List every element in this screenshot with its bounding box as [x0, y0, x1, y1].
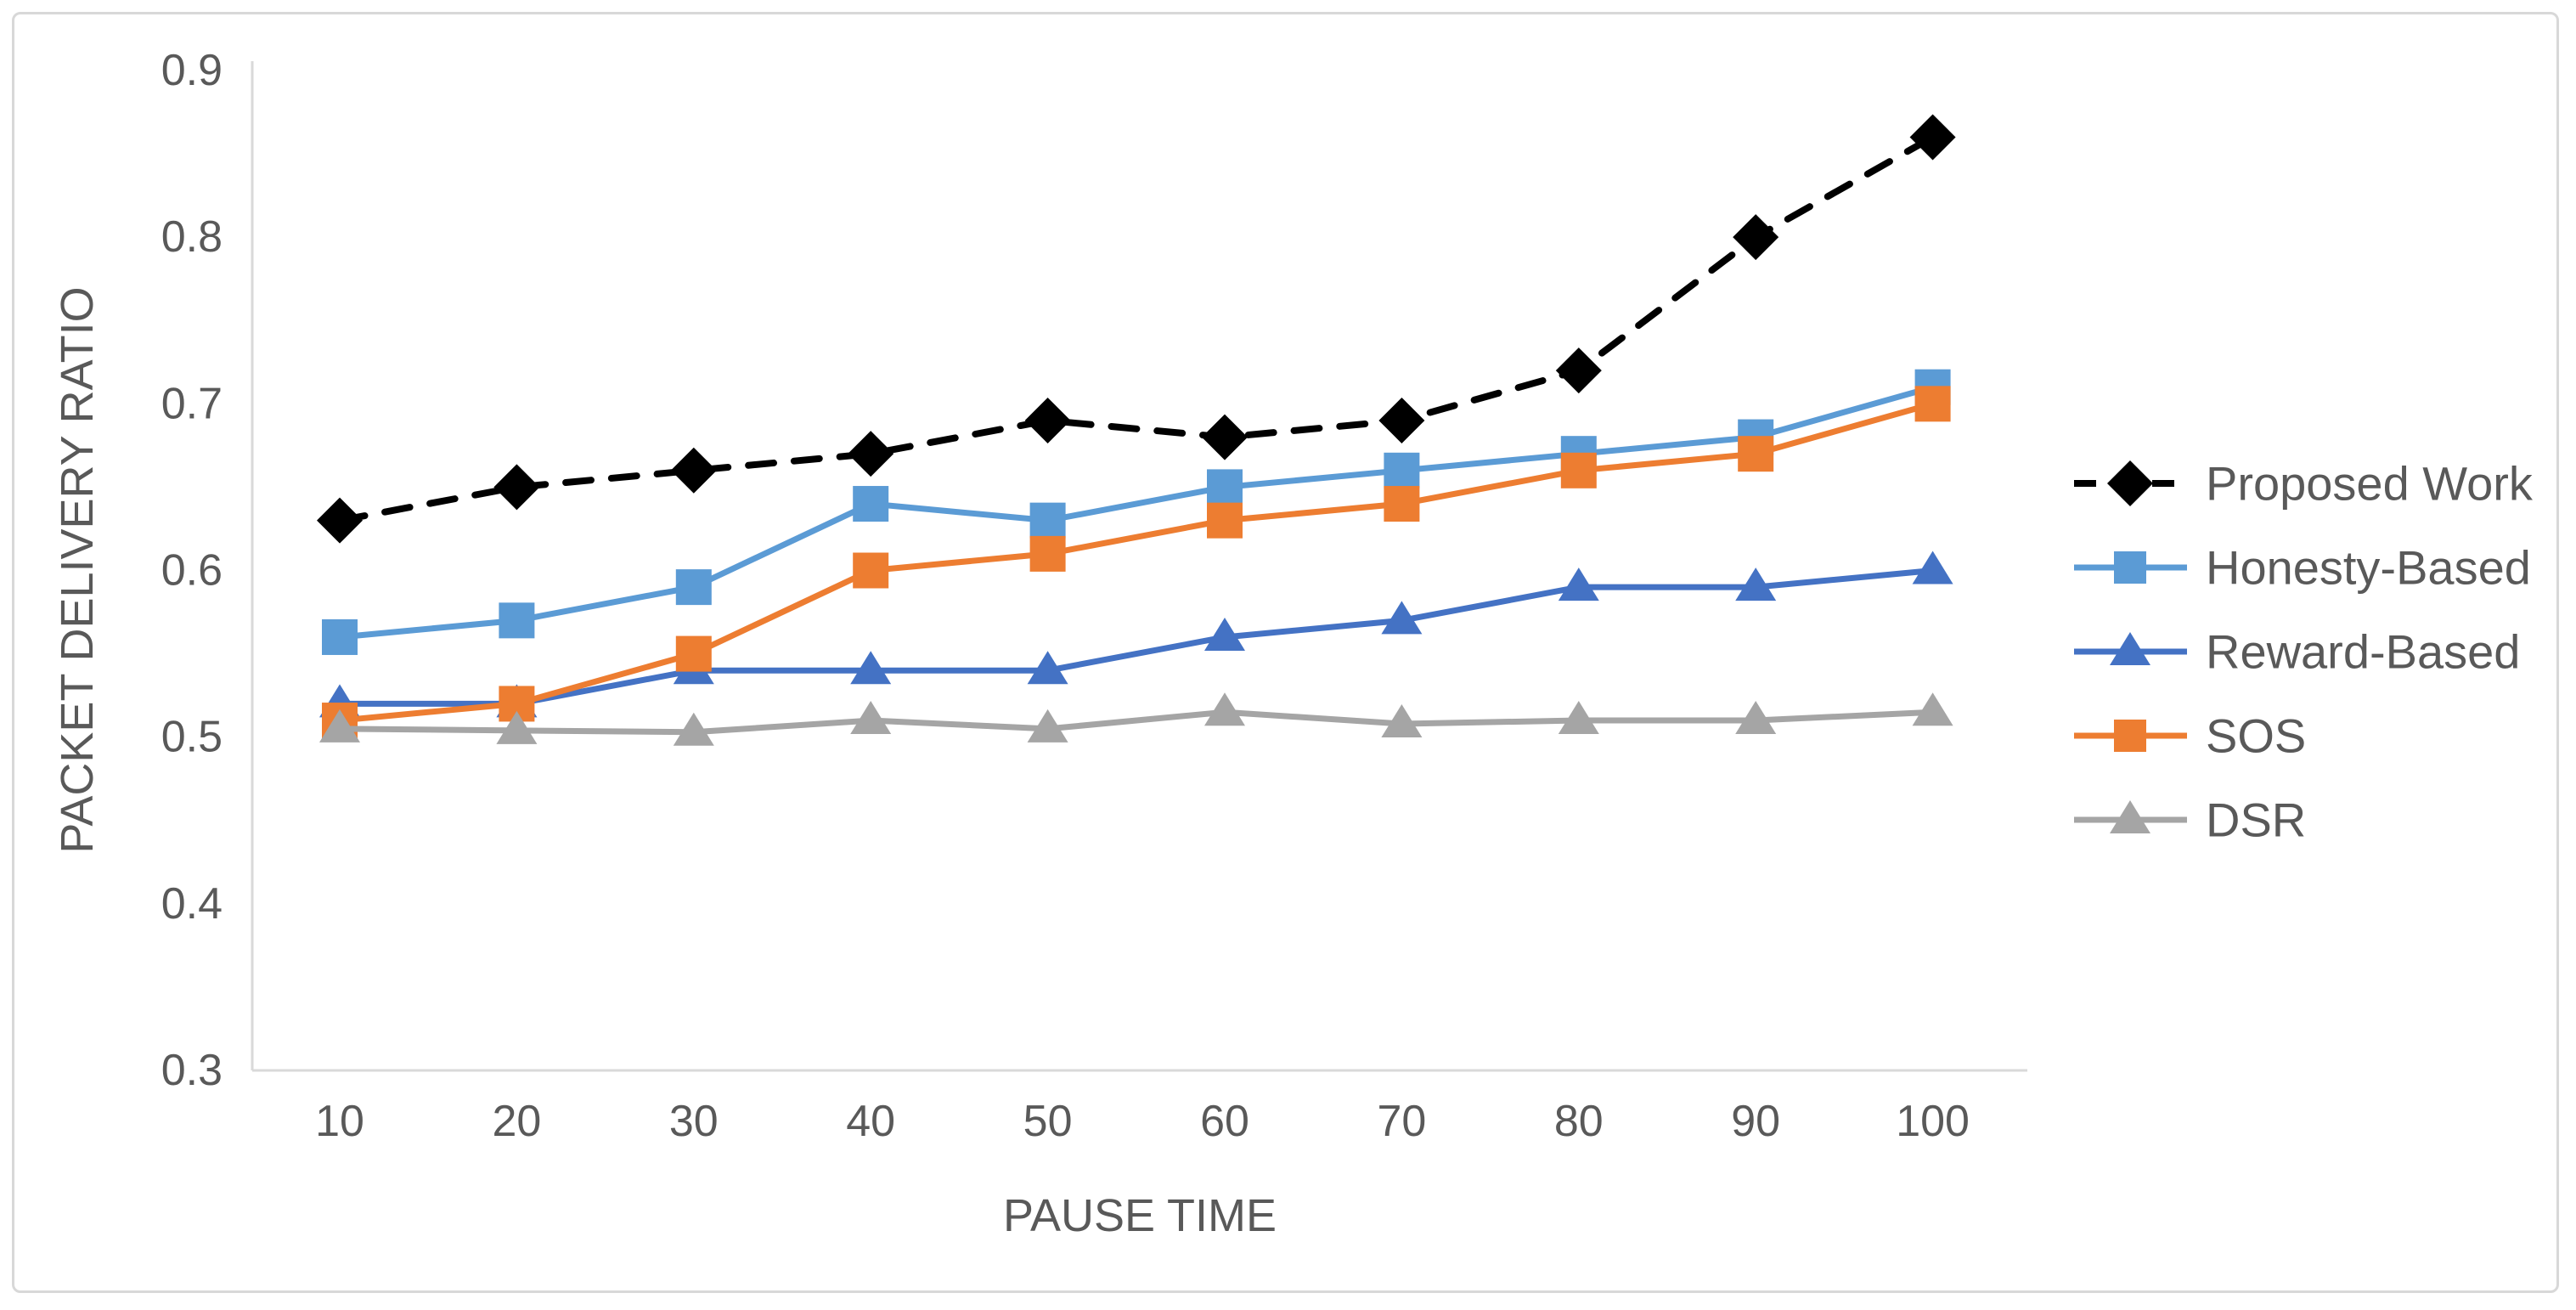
- y-tick-label: 0.9: [161, 46, 223, 95]
- legend: Proposed Work Honesty-Based Reward-Based SO…: [2074, 457, 2534, 847]
- square-marker: [322, 618, 358, 655]
- legend-label: Reward-Based: [2206, 625, 2520, 679]
- x-tick-label: 70: [1377, 1097, 1426, 1146]
- legend-label: DSR: [2206, 793, 2306, 847]
- y-tick-label: 0.5: [161, 713, 223, 762]
- legend-item-dsr: DSR: [2074, 793, 2306, 847]
- x-tick-label: 90: [1731, 1097, 1780, 1146]
- square-marker: [1384, 486, 1420, 522]
- diamond-marker: [1909, 114, 1956, 161]
- diamond-marker: [493, 464, 540, 511]
- square-marker: [499, 602, 535, 639]
- triangle-marker: [1912, 551, 1953, 584]
- triangle-marker: [1735, 701, 1777, 735]
- square-marker: [1914, 386, 1951, 422]
- x-tick-label: 10: [315, 1097, 364, 1146]
- triangle-marker: [1912, 692, 1953, 726]
- diamond-marker: [2107, 460, 2153, 506]
- triangle-marker: [1204, 617, 1245, 651]
- x-tick-label: 60: [1200, 1097, 1249, 1146]
- diamond-marker: [1202, 414, 1248, 460]
- square-marker: [853, 486, 889, 522]
- square-marker: [2114, 720, 2146, 752]
- diamond-marker: [317, 497, 363, 544]
- x-tick-label: 100: [1896, 1097, 1970, 1146]
- axes: [251, 61, 2027, 1072]
- y-tick-label: 0.3: [161, 1046, 223, 1095]
- triangle-marker: [1735, 567, 1777, 601]
- triangle-marker: [850, 651, 892, 685]
- legend-item-proposed-work: Proposed Work: [2074, 457, 2534, 511]
- square-marker: [1738, 436, 1774, 472]
- x-tick-label: 50: [1023, 1097, 1073, 1146]
- legend-label: SOS: [2206, 709, 2306, 763]
- square-marker: [675, 635, 712, 672]
- y-tick-labels: 0.9 0.8 0.7 0.6 0.5 0.4 0.3: [161, 46, 223, 1095]
- x-tick-label: 80: [1554, 1097, 1604, 1146]
- x-tick-labels: 10 20 30 40 50 60 70 80 90 100: [315, 1097, 1970, 1146]
- triangle-marker: [1204, 692, 1245, 726]
- diamond-marker: [670, 447, 717, 494]
- triangle-marker: [673, 712, 714, 746]
- x-axis-title: PAUSE TIME: [1003, 1190, 1277, 1241]
- series-proposed-work: [317, 114, 1956, 544]
- y-tick-label: 0.4: [161, 879, 223, 929]
- triangle-marker: [1027, 709, 1068, 743]
- series-line: [336, 384, 1936, 641]
- series-line: [336, 567, 1936, 707]
- legend-item-sos: SOS: [2074, 709, 2306, 763]
- diamond-marker: [1733, 214, 1779, 261]
- x-tick-label: 40: [846, 1097, 895, 1146]
- diamond-marker: [1024, 397, 1071, 443]
- series-dsr: [319, 692, 1953, 746]
- square-marker: [675, 569, 712, 606]
- square-marker: [1384, 452, 1420, 488]
- series-line: [336, 133, 1936, 524]
- triangle-marker: [850, 701, 892, 735]
- diamond-marker: [1378, 397, 1425, 443]
- square-marker: [2114, 551, 2146, 584]
- square-marker: [1029, 502, 1066, 539]
- x-tick-label: 30: [669, 1097, 719, 1146]
- y-axis-title: PACKET DELIVERY RATIO: [52, 286, 103, 853]
- series-line: [336, 400, 1936, 724]
- square-marker: [1207, 502, 1243, 539]
- triangle-marker: [2110, 800, 2150, 833]
- y-tick-label: 0.6: [161, 546, 223, 596]
- y-tick-label: 0.7: [161, 379, 223, 428]
- y-tick-label: 0.8: [161, 212, 223, 262]
- diamond-marker: [848, 431, 894, 477]
- triangle-marker: [2110, 632, 2150, 665]
- square-marker: [1560, 452, 1597, 488]
- series-lines: [317, 114, 1956, 746]
- triangle-marker: [1381, 703, 1423, 737]
- series-honesty-based: [322, 369, 1951, 655]
- legend-label: Honesty-Based: [2206, 541, 2531, 595]
- series-line: [336, 709, 1936, 736]
- triangle-marker: [1381, 601, 1423, 635]
- triangle-marker: [496, 710, 538, 744]
- triangle-marker: [1027, 651, 1068, 685]
- x-tick-label: 20: [492, 1097, 541, 1146]
- chart-frame: 0.9 0.8 0.7 0.6 0.5 0.4 0.3 10 20 30 40 50 60 70 80 90…: [12, 12, 2559, 1293]
- legend-item-reward-based: Reward-Based: [2074, 625, 2520, 679]
- square-marker: [1029, 535, 1066, 572]
- triangle-marker: [1558, 701, 1599, 735]
- triangle-marker: [319, 709, 360, 743]
- triangle-marker: [1558, 567, 1599, 601]
- legend-label: Proposed Work: [2206, 457, 2534, 511]
- diamond-marker: [1555, 347, 1602, 394]
- legend-item-honesty-based: Honesty-Based: [2074, 541, 2531, 595]
- packet-delivery-ratio-chart: 0.9 0.8 0.7 0.6 0.5 0.4 0.3 10 20 30 40 50 60 70 80 90…: [52, 46, 2534, 1241]
- square-marker: [853, 552, 889, 589]
- square-marker: [1207, 469, 1243, 505]
